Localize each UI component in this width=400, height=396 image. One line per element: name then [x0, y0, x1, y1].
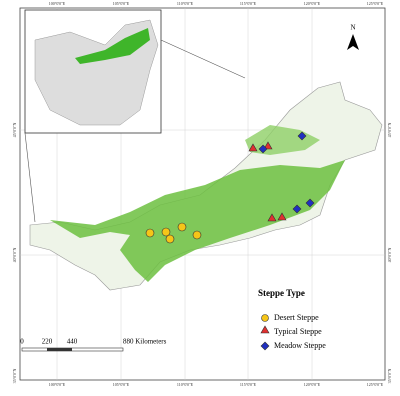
- legend-entry: Meadow Steppe: [274, 341, 326, 350]
- longitude-label: 105°0'0"E: [113, 1, 130, 6]
- scale-label: 0: [20, 338, 24, 346]
- longitude-label: 115°0'0"E: [240, 1, 257, 6]
- longitude-label: 120°0'0"E: [304, 1, 321, 6]
- longitude-label: 100°0'0"E: [49, 1, 66, 6]
- legend-entry: Desert Steppe: [274, 313, 319, 322]
- longitude-label: 120°0'0"E: [304, 382, 321, 387]
- legend-title: Steppe Type: [258, 288, 305, 298]
- legend: Steppe Type: [258, 288, 305, 351]
- latitude-label: 40°0'0"N: [12, 247, 17, 262]
- scale-label: 440: [67, 338, 78, 346]
- latitude-label: 45°0'0"N: [12, 122, 17, 137]
- longitude-label: 115°0'0"E: [240, 382, 257, 387]
- longitude-label: 125°0'0"E: [367, 1, 384, 6]
- latitude-label: 40°0'0"N: [387, 247, 392, 262]
- scale-label: 880 Kilometers: [123, 338, 167, 346]
- scale-bar: [21, 347, 124, 352]
- longitude-label: 110°0'0"E: [177, 382, 194, 387]
- scale-label: 220: [42, 338, 53, 346]
- longitude-label: 105°0'0"E: [113, 382, 130, 387]
- north-label: N: [350, 24, 355, 32]
- latitude-label: 35°0'0"N: [387, 368, 392, 383]
- north-arrow: N: [347, 24, 359, 50]
- inset-map: [24, 9, 246, 223]
- longitude-label: 110°0'0"E: [177, 1, 194, 6]
- legend-entry: Typical Steppe: [274, 327, 322, 336]
- longitude-label: 125°0'0"E: [367, 382, 384, 387]
- longitude-label: 100°0'0"E: [49, 382, 66, 387]
- sample-sites: [145, 131, 315, 244]
- latitude-label: 35°0'0"N: [12, 368, 17, 383]
- latitude-label: 45°0'0"N: [387, 122, 392, 137]
